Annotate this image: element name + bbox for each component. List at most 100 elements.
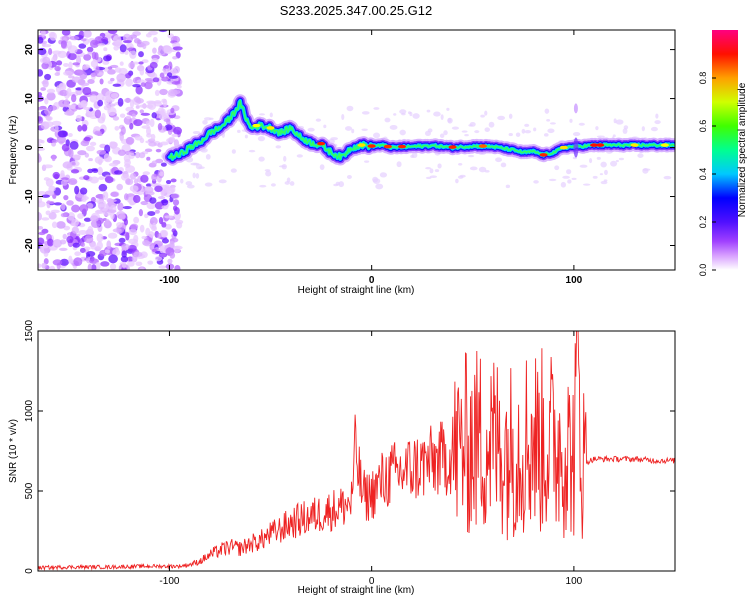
noise-speck	[248, 149, 256, 153]
noise-speck	[104, 176, 114, 184]
noise-speck	[94, 109, 102, 119]
snr-xtick-label-1: 0	[369, 576, 375, 587]
noise-speck	[46, 92, 56, 101]
noise-speck	[71, 162, 76, 166]
noise-speck	[399, 129, 406, 136]
noise-speck	[38, 143, 42, 147]
noise-speck	[148, 141, 157, 147]
noise-speck	[126, 47, 137, 52]
noise-speck	[49, 31, 57, 41]
noise-speck	[48, 212, 57, 220]
noise-speck	[344, 126, 353, 131]
noise-speck	[578, 122, 585, 126]
noise-speck	[61, 143, 70, 152]
noise-speck	[562, 175, 570, 179]
noise-speck	[42, 79, 49, 88]
noise-speck	[110, 92, 119, 99]
noise-speck	[82, 86, 92, 96]
noise-speck	[80, 38, 87, 42]
noise-speck	[167, 258, 173, 264]
noise-speck	[116, 221, 123, 228]
noise-speck	[139, 137, 145, 144]
noise-speck	[119, 61, 124, 66]
noise-speck	[172, 56, 178, 60]
noise-speck	[165, 179, 172, 185]
noise-speck	[258, 156, 265, 162]
noise-speck	[596, 135, 605, 138]
noise-speck	[87, 225, 94, 235]
ridge-spike	[573, 137, 579, 158]
noise-speck	[96, 149, 107, 155]
noise-speck	[144, 148, 153, 153]
noise-speck	[90, 72, 97, 77]
noise-speck	[425, 166, 432, 170]
noise-speck	[108, 254, 118, 264]
noise-speck	[163, 186, 171, 193]
noise-speck	[338, 181, 345, 188]
noise-speck	[154, 185, 163, 193]
noise-speck	[139, 68, 145, 76]
noise-speck	[118, 213, 126, 220]
noise-speck	[116, 73, 126, 83]
noise-speck	[547, 128, 555, 134]
noise-speck	[615, 159, 619, 163]
noise-speck	[478, 166, 487, 173]
snr-xtick-label-2: 100	[566, 576, 583, 587]
noise-speck	[163, 65, 170, 69]
noise-speck	[38, 153, 41, 163]
noise-speck	[122, 40, 132, 44]
noise-speck	[549, 122, 556, 125]
noise-speck	[38, 212, 43, 221]
noise-speck	[141, 235, 147, 240]
noise-speck	[87, 168, 94, 174]
noise-speck	[66, 235, 74, 244]
noise-speck	[96, 209, 103, 214]
noise-speck	[131, 113, 137, 118]
spectrogram-xtick-label-0: -100	[159, 275, 179, 286]
noise-speck	[48, 105, 58, 111]
noise-speck	[330, 137, 338, 141]
noise-speck	[85, 145, 95, 152]
noise-speck	[164, 223, 172, 230]
noise-speck	[84, 235, 94, 244]
noise-speck	[52, 259, 63, 266]
noise-speck	[94, 130, 102, 136]
noise-speck	[117, 202, 124, 211]
noise-speck	[172, 199, 180, 206]
noise-speck	[53, 202, 62, 206]
noise-speck	[480, 114, 485, 118]
noise-speck	[59, 258, 69, 266]
noise-speck	[139, 224, 145, 233]
noise-speck	[77, 124, 83, 132]
noise-speck	[599, 173, 604, 176]
noise-speck	[171, 80, 181, 85]
noise-speck	[399, 109, 407, 114]
noise-speck	[145, 33, 152, 38]
noise-speck	[68, 61, 73, 70]
noise-speck	[74, 251, 81, 257]
noise-speck	[572, 132, 581, 137]
noise-speck	[151, 222, 157, 230]
noise-speck	[533, 127, 537, 132]
noise-speck	[141, 125, 151, 129]
noise-speck	[663, 175, 672, 180]
noise-speck	[170, 89, 181, 95]
noise-speck	[129, 99, 135, 108]
noise-speck	[548, 178, 557, 182]
noise-speck	[275, 145, 282, 149]
noise-speck	[96, 241, 103, 250]
noise-speck	[138, 51, 144, 58]
noise-speck	[114, 170, 123, 175]
noise-speck	[68, 133, 73, 138]
noise-speck	[78, 43, 87, 49]
noise-speck	[40, 30, 46, 37]
noise-speck	[140, 174, 149, 183]
spectrogram-ytick-label-3: 10	[24, 93, 35, 105]
noise-speck	[159, 141, 169, 146]
noise-speck	[70, 104, 76, 110]
noise-speck	[129, 50, 137, 59]
noise-speck	[595, 126, 599, 131]
noise-speck	[265, 170, 272, 177]
noise-speck	[99, 78, 104, 85]
